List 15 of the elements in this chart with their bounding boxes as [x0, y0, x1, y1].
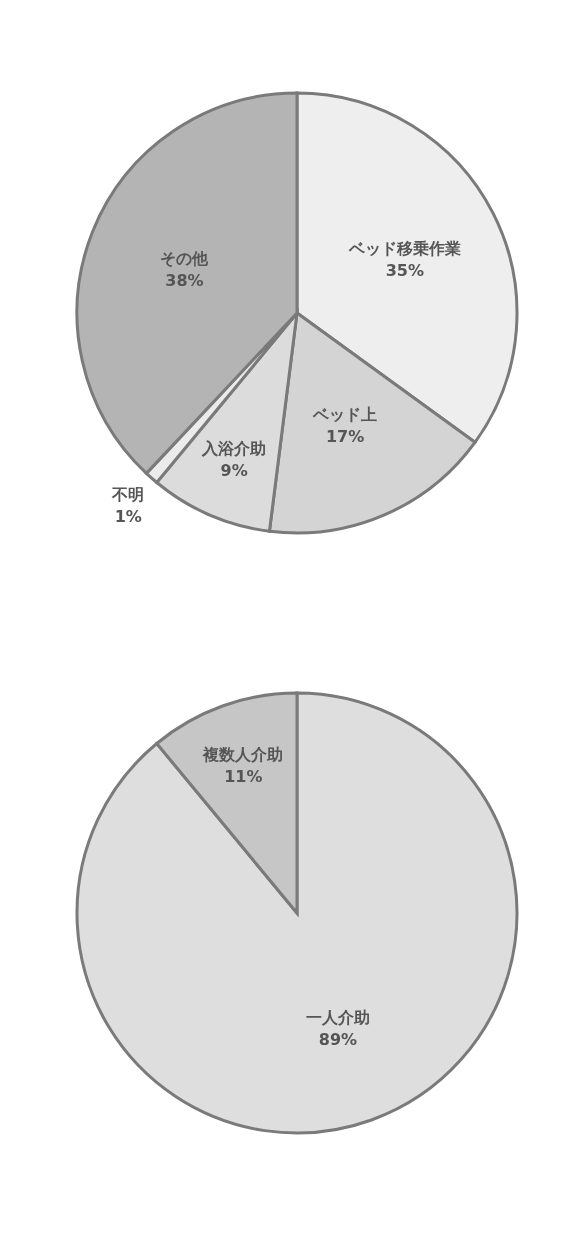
slice-label: 一人介助	[305, 1007, 370, 1027]
data-label: 17%	[325, 427, 365, 447]
slice-label: 不明	[111, 485, 145, 505]
data-label: 38%	[165, 271, 204, 291]
data-label: 1%	[114, 507, 142, 527]
data-label: 9%	[220, 461, 248, 481]
pie-slice	[75, 691, 519, 1135]
slice-label: その他	[160, 249, 210, 269]
slice-label: ベッド移乗作業	[347, 239, 461, 259]
slice-label: 入浴介助	[201, 439, 267, 459]
data-label: 89%	[318, 1029, 358, 1049]
slice-label: ベッド上	[312, 405, 378, 425]
data-label: 35%	[385, 261, 424, 281]
slice-label: 複数人介助	[202, 744, 284, 764]
data-label: 11%	[224, 766, 263, 786]
